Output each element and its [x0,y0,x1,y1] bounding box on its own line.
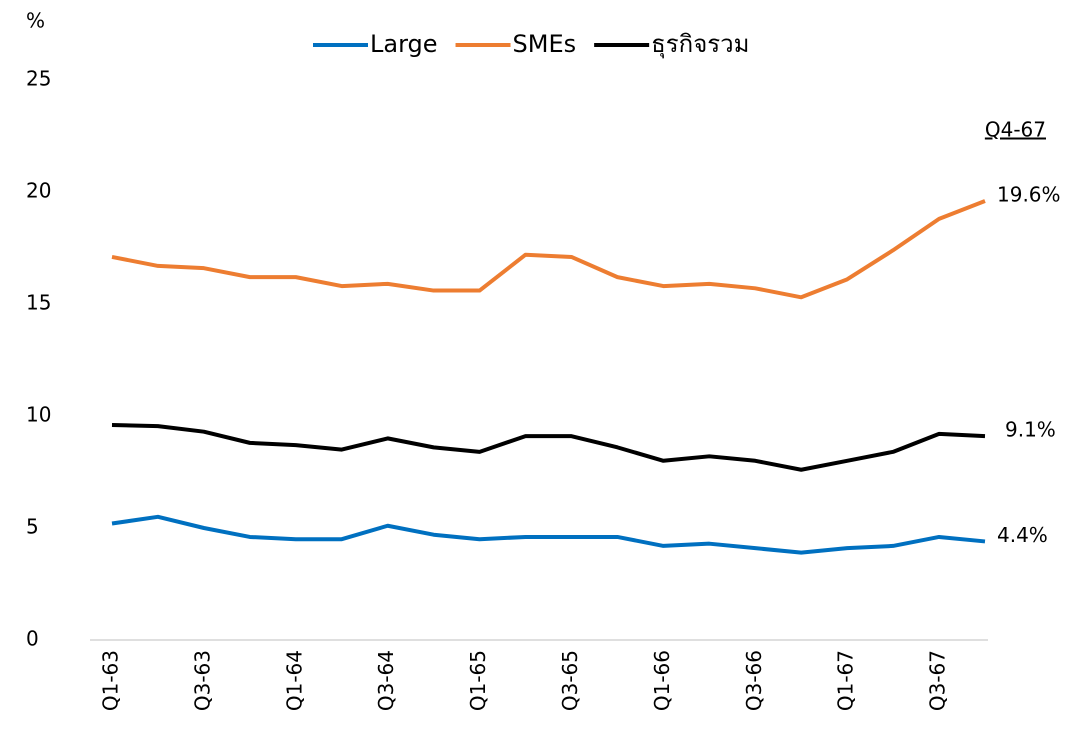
y-tick-label: 5 [26,515,39,539]
x-tick-label: Q3-63 [190,650,214,711]
legend-label: ธุรกิจรวม [651,30,749,59]
x-tick-label: Q1-65 [466,650,490,711]
value-label: 4.4% [997,523,1048,547]
x-tick-label: Q1-66 [650,650,674,711]
annotation: Q4-67 [985,118,1046,142]
y-tick-label: 10 [26,403,51,427]
value-label: 19.6% [997,182,1061,206]
y-tick-label: 20 [26,179,51,203]
x-tick-label: Q3-67 [926,650,950,711]
series-line [111,514,986,555]
y-axis-label: % [26,9,45,33]
legend-label: SMEs [513,30,577,58]
value-label: 9.1% [1005,418,1056,442]
x-tick-label: Q1-67 [834,650,858,711]
y-tick-label: 25 [26,67,51,91]
y-tick-label: 0 [26,627,39,651]
legend-label: Large [370,30,438,58]
y-tick-label: 15 [26,291,51,315]
x-tick-label: Q1-64 [282,650,306,711]
series-line [111,422,986,472]
x-tick-label: Q3-64 [374,650,398,711]
x-tick-label: Q3-66 [742,650,766,711]
x-tick-label: Q1-63 [99,650,123,711]
x-tick-label: Q3-65 [558,650,582,711]
series-line [111,199,986,300]
